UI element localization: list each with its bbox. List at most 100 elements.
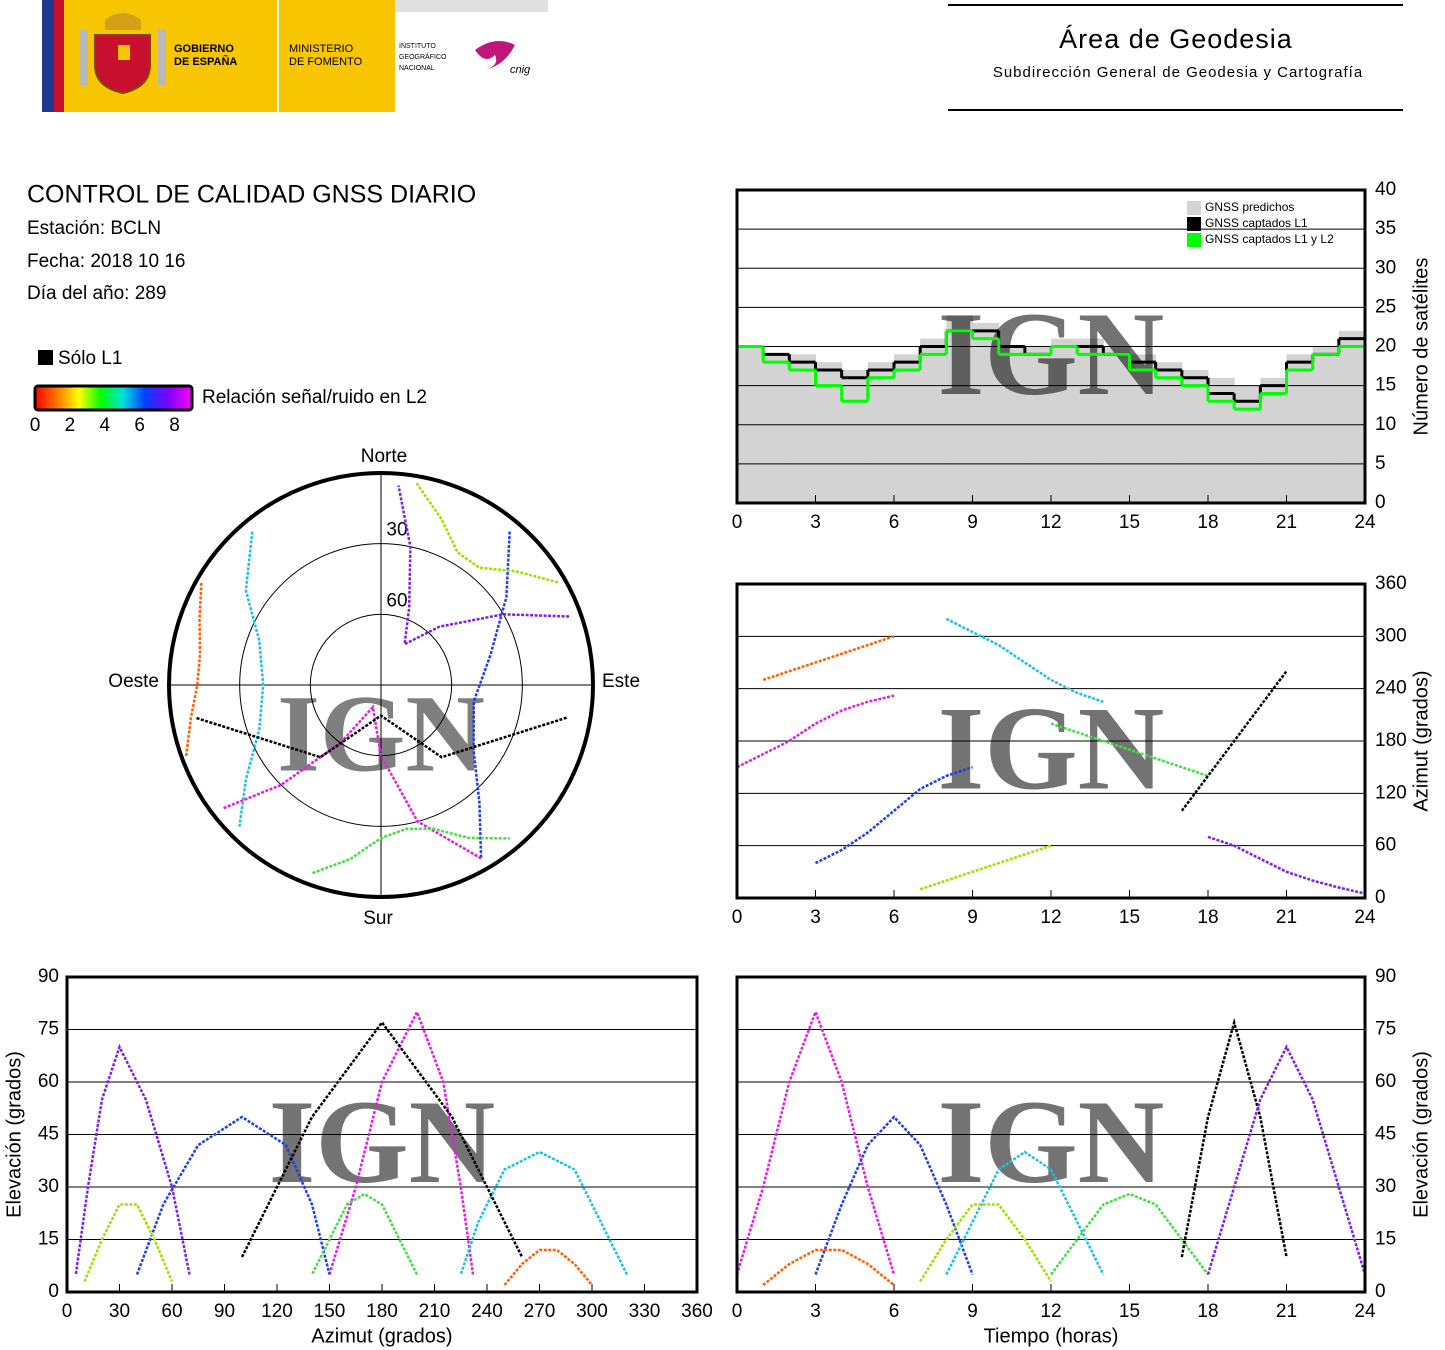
satellite-track [919,1203,1053,1283]
cnig-text: cnig [510,64,531,76]
predicted-step [1234,385,1261,503]
predicted-step [867,362,895,503]
x-tick-label: 15 [1119,512,1140,533]
ministerio-line: MINISTERIO [289,43,354,55]
x-tick-label: 24 [1354,1301,1376,1322]
predicted-step [789,354,816,503]
y-tick-label: 15 [38,1229,59,1250]
y-tick-label: 60 [1375,1071,1396,1092]
y-tick-label: 90 [38,966,59,987]
y-tick-label: 300 [1375,625,1407,646]
x-tick-label: 60 [161,1301,182,1322]
logo-divider [277,0,279,112]
x-tick-label: 120 [261,1301,293,1322]
header-logos: GOBIERNO DE ESPAÑA MINISTERIO DE FOMENTO… [42,0,548,112]
predicted-step [1181,369,1209,503]
y-tick-label: 75 [38,1019,59,1040]
x-tick-label: 15 [1119,907,1140,928]
y-tick-label: 0 [1375,887,1386,908]
satellite-track [328,1008,475,1275]
direction-label: Este [602,671,640,692]
elevation-ring [239,543,523,827]
x-tick-label: 0 [732,1301,743,1322]
horizon [167,471,595,899]
watermark: IGN [938,1075,1165,1208]
y-axis-label: Elevación (grados) [1410,1051,1432,1218]
satellite-track [415,482,559,584]
predicted-step [920,338,947,503]
satellite-track [238,531,265,827]
snr-tick-label: 0 [30,415,41,436]
predicted-step [1077,338,1104,503]
satellite-track [1049,1192,1210,1276]
y-tick-label: 360 [1375,573,1407,594]
y-tick-label: 0 [48,1281,59,1302]
satellite-track [1180,1017,1288,1258]
satellite-track [312,827,510,875]
x-tick-label: 9 [967,1301,978,1322]
direction-label: Sur [363,908,393,929]
x-tick-label: 6 [889,907,900,928]
y-tick-label: 30 [1375,257,1396,278]
satellite-track [1050,722,1209,778]
predicted-step [1129,354,1157,503]
x-tick-label: 6 [889,1301,900,1322]
y-tick-label: 15 [1375,375,1396,396]
satellite-track [83,1203,174,1282]
predicted-step [1051,338,1078,503]
satellite-track [310,1192,419,1276]
chart: IGN 0 30 60 90 120 150 180 210 240 270 300 330 360 0 15… [3,966,713,1347]
legend-swatch [1187,233,1201,247]
x-tick-label: 360 [681,1301,713,1322]
day-of-year: Día del año: 289 [27,283,166,304]
x-tick-label: 300 [576,1301,608,1322]
logo-blue [42,0,54,112]
date: Fecha: 2018 10 16 [27,251,185,272]
x-tick-label: 30 [109,1301,130,1322]
x-tick-label: 0 [732,512,743,533]
report-title: CONTROL DE CALIDAD GNSS DIARIO [27,181,476,209]
gobierno-line: DE ESPAÑA [174,55,237,68]
predicted-step [1208,377,1235,503]
watermark: IGN [277,672,485,794]
satellite-track [735,1008,896,1275]
predicted-step [894,354,921,503]
y-tick-label: 25 [1375,296,1396,317]
watermark: IGN [269,1075,496,1208]
y-tick-label: 15 [1375,1229,1396,1250]
y-tick-label: 40 [1375,179,1396,200]
y-tick-label: 35 [1375,218,1396,239]
y-tick-label: 240 [1375,678,1407,699]
y-tick-label: 45 [38,1124,59,1145]
direction-label: Oeste [108,671,159,692]
y-tick-label: 0 [1375,492,1386,513]
only-l1-swatch [38,350,53,365]
ring-label: 60 [386,590,407,611]
predicted-step [1338,330,1366,503]
x-tick-label: 0 [732,907,743,928]
x-axis-label: Tiempo (horas) [984,1325,1119,1347]
ministerio-line: DE FOMENTO [289,56,363,68]
y-axis-label: Elevación (grados) [3,1051,25,1218]
legend-swatch [1187,201,1201,215]
satellite-track [945,617,1104,703]
direction-label: Norte [361,446,407,467]
satellite-track [814,766,973,865]
skyplot: 30 60 IGN Norte Sur Oeste Este [108,446,640,929]
satellite-track [240,1020,524,1258]
predicted-step [763,354,790,503]
satellite-track [762,635,895,682]
y-tick-label: 120 [1375,782,1407,803]
area-subtitle: Subdirección General de Geodesia y Carto… [993,64,1363,81]
satellite-track [503,1248,593,1286]
legend-swatch [1187,217,1201,231]
area-title: Área de Geodesia [1059,24,1293,54]
snr-tick-label: 4 [99,415,110,436]
satellite-track [459,1150,629,1276]
satellite-track [1206,1044,1367,1275]
